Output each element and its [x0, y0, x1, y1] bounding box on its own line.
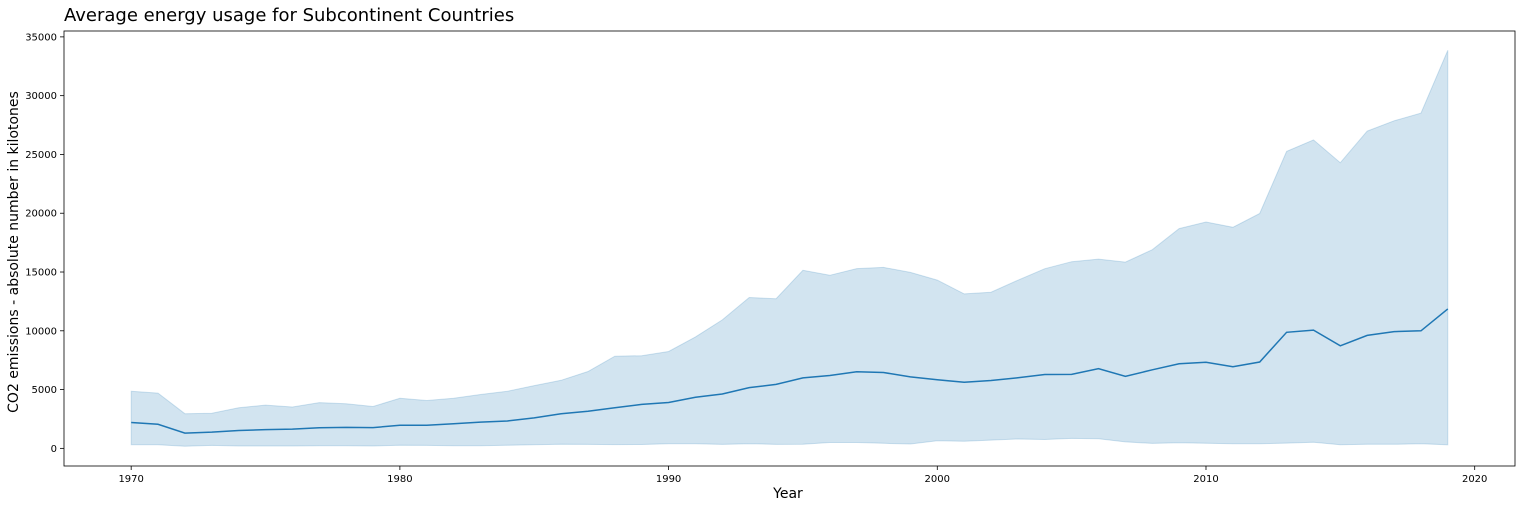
x-tick-label: 1970: [118, 474, 143, 485]
chart-title: Average energy usage for Subcontinent Co…: [64, 5, 514, 26]
x-axis-label: Year: [772, 486, 803, 502]
x-tick-label: 2020: [1462, 474, 1487, 485]
y-tick-label: 10000: [25, 326, 57, 337]
y-tick-label: 20000: [25, 209, 57, 220]
y-tick-label: 0: [51, 444, 57, 455]
x-tick-label: 2010: [1193, 474, 1218, 485]
y-tick-label: 15000: [25, 268, 57, 279]
x-tick-label: 1980: [387, 474, 412, 485]
x-tick-label: 1990: [656, 474, 681, 485]
x-tick-label: 2000: [925, 474, 950, 485]
y-tick-label: 30000: [25, 91, 57, 102]
mean-line: [131, 308, 1449, 434]
confidence-band: [130, 50, 1449, 447]
plot-frame: [63, 30, 1516, 467]
y-tick-label: 25000: [25, 150, 57, 161]
y-tick-label: 5000: [32, 385, 57, 396]
y-tick-label: 35000: [25, 32, 57, 43]
y-axis-label: CO2 emissions - absolute number in kilot…: [6, 91, 22, 413]
plot-area: 1970 1980 1990 2000 2010 2020 0 5000 10000 15000 2…: [25, 30, 1516, 485]
